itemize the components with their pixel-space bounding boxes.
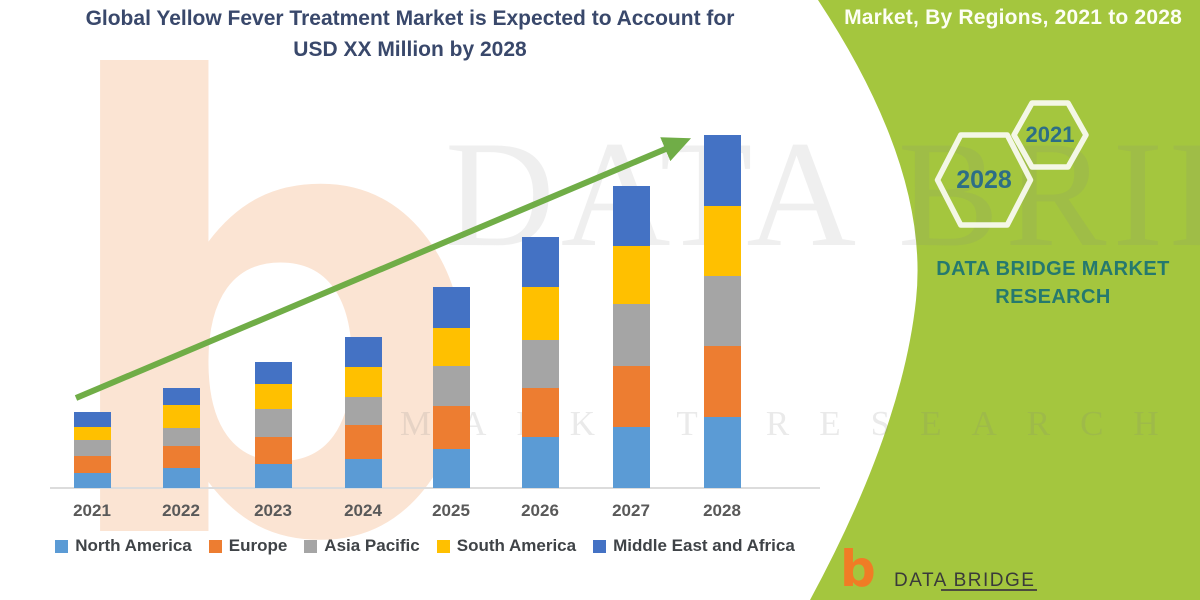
- bar-segment-asia-pacific: [432, 366, 470, 406]
- bar-segment-south-america: [73, 427, 111, 440]
- bar-segment-north-america: [432, 449, 470, 488]
- footer-brand-text: DATA BRIDGE: [894, 570, 1036, 591]
- x-axis-tick-label: 2026: [521, 501, 559, 520]
- legend-swatch-icon: [436, 539, 450, 553]
- bar-segment-south-america: [521, 287, 559, 340]
- bar-segment-asia-pacific: [73, 440, 111, 456]
- brand-name-line1: DATA BRIDGE MARKET: [936, 258, 1170, 280]
- x-axis-tick-label: 2021: [73, 501, 111, 520]
- legend-label: Asia Pacific: [324, 536, 420, 555]
- green-side-panel: [810, 0, 1200, 600]
- chart-title-line2: USD XX Million by 2028: [293, 38, 527, 61]
- x-axis-line: [50, 487, 820, 489]
- legend-swatch-icon: [208, 539, 222, 553]
- brand-name-line2: RESEARCH: [995, 286, 1111, 308]
- bar-segment-north-america: [612, 427, 650, 488]
- legend-label: South America: [456, 536, 577, 555]
- bar-segment-south-america: [344, 367, 382, 397]
- bar-segment-middle-east-and-africa: [73, 412, 111, 427]
- x-axis-tick-label: 2025: [432, 501, 470, 520]
- x-axis-tick-label: 2027: [612, 501, 650, 520]
- legend-swatch-icon: [55, 539, 69, 553]
- bar-segment-north-america: [73, 473, 111, 488]
- bar-segment-europe: [73, 456, 111, 473]
- bar-segment-europe: [344, 425, 382, 459]
- bar-segment-middle-east-and-africa: [703, 135, 741, 206]
- x-axis-tick-label: 2028: [703, 501, 741, 520]
- bar-segment-europe: [703, 346, 741, 417]
- bar-segment-north-america: [521, 437, 559, 488]
- brand-name-text: DATA BRIDGE MARKET RESEARCH: [920, 255, 1186, 311]
- bar-segment-middle-east-and-africa: [521, 237, 559, 287]
- bar-segment-north-america: [703, 417, 741, 488]
- footer-logo-b-icon: b: [840, 540, 876, 598]
- x-axis-tick-label: 2023: [254, 501, 292, 520]
- bar-segment-middle-east-and-africa: [254, 362, 292, 384]
- legend-item: South America: [436, 536, 577, 556]
- legend-item: Middle East and Africa: [593, 536, 795, 556]
- bar-segment-europe: [432, 406, 470, 449]
- legend-item: North America: [55, 536, 192, 556]
- bar-segment-north-america: [254, 464, 292, 488]
- footer-brand-underline: [941, 589, 1037, 591]
- x-axis-tick-label: 2024: [344, 501, 382, 520]
- bar-segment-asia-pacific: [612, 304, 650, 366]
- legend-swatch-icon: [304, 539, 318, 553]
- bar-segment-europe: [612, 366, 650, 427]
- hexagon-2028-outline: [934, 132, 1034, 228]
- chart-title: Global Yellow Fever Treatment Market is …: [20, 3, 800, 65]
- bar-segment-south-america: [254, 384, 292, 409]
- hexagon-2021-label: 2021: [1025, 122, 1075, 147]
- bar-segment-south-america: [612, 246, 650, 304]
- bar-segment-asia-pacific: [344, 397, 382, 425]
- side-panel-heading: Market, By Regions, 2021 to 2028: [844, 6, 1182, 29]
- bar-segment-middle-east-and-africa: [432, 287, 470, 328]
- bar-segment-asia-pacific: [521, 340, 559, 388]
- x-axis-tick-label: 2022: [162, 501, 200, 520]
- background-watermark-market-research: MARKET RESEARCH: [400, 404, 1189, 443]
- bar-segment-asia-pacific: [254, 409, 292, 437]
- legend-item: Asia Pacific: [304, 536, 420, 556]
- bar-segment-middle-east-and-africa: [162, 388, 200, 405]
- chart-title-line1: Global Yellow Fever Treatment Market is …: [85, 7, 735, 30]
- bar-segment-middle-east-and-africa: [612, 186, 650, 246]
- bar-segment-europe: [521, 388, 559, 437]
- hexagon-badges: [934, 100, 1089, 228]
- legend-label: North America: [75, 536, 192, 555]
- hexagon-2028-label: 2028: [956, 166, 1012, 194]
- bar-segment-europe: [254, 437, 292, 464]
- hexagon-2021-outline: [1011, 100, 1089, 170]
- bar-segment-asia-pacific: [703, 276, 741, 346]
- bar-segment-south-america: [432, 328, 470, 366]
- bar-segment-north-america: [162, 468, 200, 488]
- bar-segment-south-america: [703, 206, 741, 276]
- bar-segment-europe: [162, 446, 200, 468]
- legend-label: Europe: [228, 536, 288, 555]
- chart-legend: North America Europe Asia Pacific South Ame…: [30, 536, 820, 556]
- legend-swatch-icon: [593, 539, 607, 553]
- bar-segment-north-america: [344, 459, 382, 488]
- legend-item: Europe: [208, 536, 288, 556]
- bar-segment-middle-east-and-africa: [344, 337, 382, 367]
- bar-segment-south-america: [162, 405, 200, 428]
- legend-label: Middle East and Africa: [613, 536, 795, 555]
- green-panel-shape: [810, 0, 1200, 600]
- bar-segment-asia-pacific: [162, 428, 200, 446]
